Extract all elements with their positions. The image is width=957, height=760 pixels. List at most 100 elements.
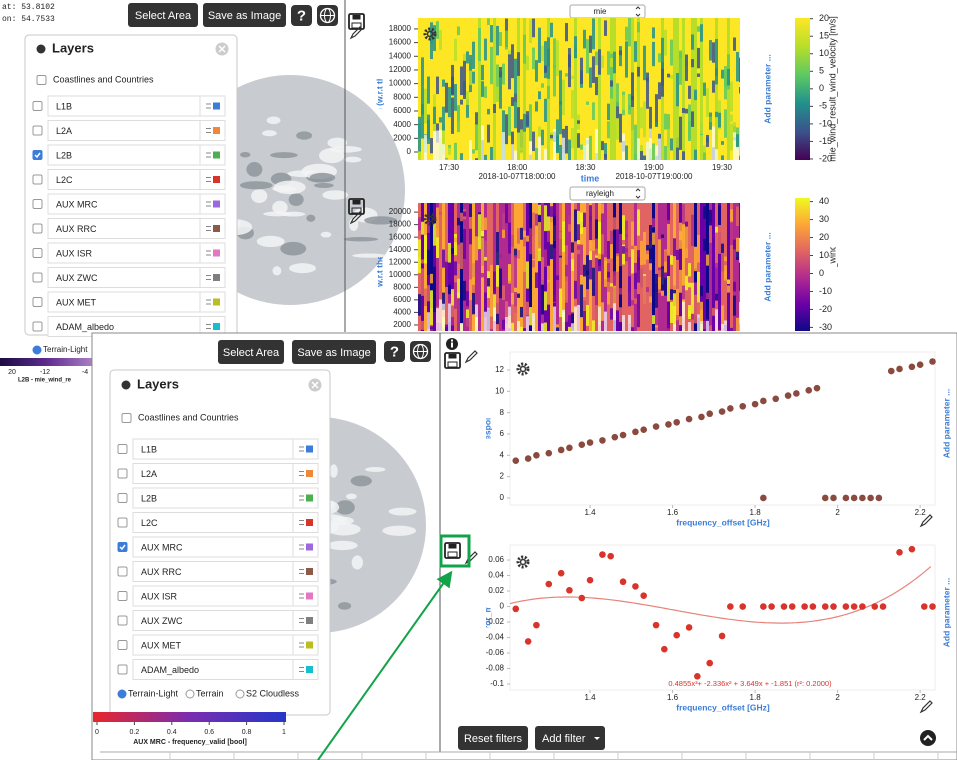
heatmap-cell (688, 121, 692, 140)
edit-icon[interactable] (349, 26, 363, 40)
radio[interactable] (185, 689, 195, 699)
cloud (309, 172, 336, 183)
checkbox[interactable] (32, 223, 43, 234)
checkbox[interactable] (32, 125, 43, 136)
layer-settings[interactable] (199, 169, 226, 190)
layer-settings[interactable] (199, 120, 226, 141)
heatmap-column (592, 18, 596, 160)
checkbox[interactable] (121, 413, 132, 423)
heatmap-cell (739, 155, 740, 160)
checkbox[interactable] (117, 615, 128, 626)
edit-icon[interactable] (464, 350, 478, 364)
layer-color (306, 617, 313, 624)
checkbox[interactable] (32, 174, 43, 185)
layer-settings[interactable] (292, 610, 319, 631)
layer-settings[interactable] (292, 634, 319, 656)
y-tick-label: 16000 (389, 232, 412, 241)
button[interactable] (292, 340, 376, 364)
layer-settings[interactable] (292, 487, 319, 509)
x-tick-label: 2.2 (915, 693, 927, 702)
help-button[interactable] (291, 5, 312, 26)
y-tick-label: 6000 (393, 106, 411, 115)
heatmap-cell (571, 242, 575, 253)
layer-settings[interactable] (199, 95, 226, 117)
heatmap-column (517, 18, 521, 160)
layer-settings[interactable] (292, 659, 319, 680)
checkbox[interactable] (117, 566, 128, 577)
gear-icon[interactable] (423, 27, 437, 41)
layer-settings[interactable] (292, 438, 319, 460)
checkbox[interactable] (117, 493, 128, 503)
heatmap-cell (622, 215, 626, 240)
checkbox[interactable] (32, 321, 43, 332)
gear-icon[interactable] (423, 212, 437, 226)
checkbox[interactable] (32, 248, 43, 258)
checkbox[interactable] (117, 517, 128, 528)
checkbox[interactable] (32, 199, 43, 209)
gear-icon[interactable] (516, 555, 530, 569)
heatmap-cell (667, 223, 671, 256)
edit-icon[interactable] (919, 514, 933, 528)
heatmap-cell (664, 29, 668, 56)
radio[interactable] (235, 689, 245, 699)
heatmap-cell (436, 237, 440, 258)
checkbox[interactable] (32, 150, 43, 160)
scroll-top-button[interactable] (920, 730, 936, 746)
heatmap-gap (712, 126, 716, 160)
gear-icon[interactable] (516, 362, 530, 376)
heatmap-column (619, 203, 623, 331)
dropdown[interactable] (569, 186, 646, 201)
layer-settings[interactable] (292, 512, 319, 533)
checkbox[interactable] (117, 444, 128, 454)
checkbox[interactable] (117, 664, 128, 675)
checkbox[interactable] (117, 542, 128, 552)
heatmap-cell (472, 262, 476, 280)
heatmap-cell (541, 257, 545, 285)
layer-settings[interactable] (199, 242, 226, 264)
edit-icon[interactable] (919, 700, 933, 714)
checkbox[interactable] (32, 297, 43, 307)
scroll-top-icon (923, 734, 933, 741)
save-icon[interactable] (348, 198, 365, 215)
button[interactable] (128, 3, 198, 27)
layer-settings[interactable] (199, 144, 226, 166)
checkbox[interactable] (32, 101, 43, 111)
save-icon[interactable] (444, 352, 461, 369)
button[interactable] (203, 3, 286, 27)
heatmap-cell (733, 37, 737, 51)
layer-settings[interactable] (292, 536, 319, 558)
button[interactable] (458, 726, 528, 750)
layer-settings[interactable] (292, 463, 319, 484)
heatmap-cell (562, 221, 566, 252)
heatmap-column (448, 203, 452, 331)
dropdown[interactable] (569, 4, 646, 19)
layer-settings[interactable] (199, 291, 226, 313)
layer-settings[interactable] (292, 585, 319, 607)
x-date-label: 2018-10-07T18:00:00 (479, 172, 557, 181)
checkbox[interactable] (117, 591, 128, 601)
help-button[interactable] (384, 341, 405, 362)
checkbox[interactable] (36, 75, 47, 85)
save-icon[interactable] (348, 13, 365, 30)
layer-settings[interactable] (292, 561, 319, 582)
radio[interactable] (117, 689, 127, 699)
save-icon[interactable] (444, 542, 461, 559)
button[interactable] (218, 340, 284, 364)
heatmap-cell (670, 74, 674, 79)
heatmap-cell (736, 317, 740, 331)
edit-icon[interactable] (349, 211, 363, 225)
layer-settings[interactable] (199, 218, 226, 239)
heatmap-cell (556, 221, 560, 246)
checkbox[interactable] (32, 272, 43, 283)
chart: 0 2 4 6 8 10 12 1.4 1.6 1.8 2 2.2 frequency_offset [… (444, 350, 951, 528)
checkbox[interactable] (117, 468, 128, 479)
layer-settings[interactable] (199, 193, 226, 215)
scatter-point (929, 603, 936, 610)
layer-settings[interactable] (199, 267, 226, 288)
heatmap-cell (541, 284, 545, 289)
button[interactable] (535, 726, 605, 750)
heatmap-cell (667, 129, 671, 160)
colorbar-tick-label: 20 (819, 232, 829, 242)
checkbox[interactable] (117, 640, 128, 650)
radio[interactable] (32, 345, 42, 355)
